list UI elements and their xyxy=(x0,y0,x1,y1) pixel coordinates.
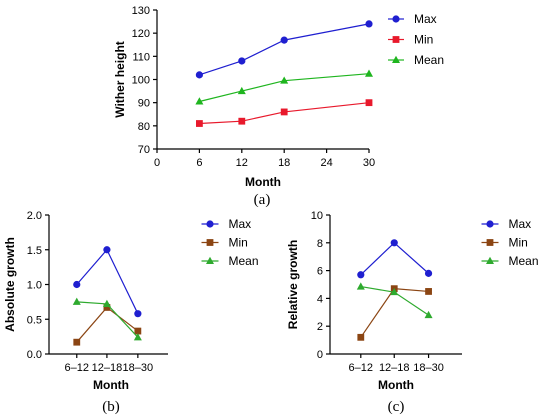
y-tick-label: 90 xyxy=(138,98,150,110)
y-tick-label: 6 xyxy=(317,266,323,278)
series-max-point xyxy=(365,20,373,28)
y-tick-label: 80 xyxy=(138,121,150,133)
y-axis-title: Relative growth xyxy=(286,240,300,329)
series-mean-point xyxy=(133,333,142,341)
y-tick-label: 1.5 xyxy=(27,245,42,257)
x-tick-label: 12 xyxy=(236,157,248,169)
x-tick-label: 18–30 xyxy=(413,362,444,374)
panel-a-caption: (a) xyxy=(254,192,271,208)
series-max-line xyxy=(199,23,370,76)
legend-mean-label: Mean xyxy=(229,254,259,268)
x-axis-title: Month xyxy=(378,378,414,392)
series-max-point xyxy=(280,36,288,44)
x-tick-label: 6 xyxy=(196,157,202,169)
series-mean-point xyxy=(365,69,373,77)
legend-min-label: Min xyxy=(509,236,528,250)
series-mean-point xyxy=(102,299,111,307)
series-max-line xyxy=(360,241,429,276)
series-max-point xyxy=(357,271,365,279)
y-tick-label: 120 xyxy=(132,28,150,40)
x-tick-label: 0 xyxy=(154,157,160,169)
x-axis-title: Month xyxy=(93,378,129,392)
legend-max-label: Max xyxy=(229,217,252,231)
legend-min-marker xyxy=(206,239,214,246)
legend-min-marker xyxy=(486,239,494,246)
legend-mean-marker xyxy=(486,256,494,264)
legend-max-marker xyxy=(486,220,494,228)
series-max-point xyxy=(195,71,203,79)
series-mean-point xyxy=(390,287,399,296)
x-tick-label: 18–30 xyxy=(123,362,154,374)
panel-c-chart: 0 2 4 6 8 10 6–12 12–18 18–30 Month Relative growt… xyxy=(286,210,539,392)
panel-a-chart: 70 80 90 100 110 120 130 0 6 12 18 24 30 Month Wither … xyxy=(113,5,444,189)
series-min-line xyxy=(360,288,429,338)
series-min-point xyxy=(280,108,288,116)
y-tick-label: 0.5 xyxy=(27,314,42,326)
y-tick-label: 110 xyxy=(132,51,150,63)
series-max-point xyxy=(134,310,142,318)
series-min-point xyxy=(425,288,432,295)
series-max-point xyxy=(238,57,246,65)
legend-min-label: Min xyxy=(414,33,433,47)
legend-max-label: Max xyxy=(414,12,437,26)
legend-mean-marker xyxy=(392,55,400,63)
series-mean-point xyxy=(237,86,246,95)
series-max-point xyxy=(103,246,111,254)
x-axis-title: Month xyxy=(245,175,281,189)
y-tick-label: 130 xyxy=(132,5,150,17)
series-mean-point xyxy=(72,297,81,305)
y-tick-label: 0.0 xyxy=(27,349,42,361)
series-min-point xyxy=(357,333,365,341)
legend-max-marker xyxy=(206,220,214,228)
x-tick-label: 6–12 xyxy=(65,362,89,374)
series-mean-point xyxy=(356,282,365,290)
series-max-point xyxy=(73,280,81,289)
y-tick-label: 0 xyxy=(317,349,323,361)
y-tick-label: 10 xyxy=(311,210,323,222)
x-tick-label: 12–18 xyxy=(92,362,123,374)
series-min-line xyxy=(199,102,370,125)
legend-mean-label: Mean xyxy=(509,254,539,268)
series-mean-point xyxy=(280,76,289,84)
y-tick-label: 2 xyxy=(317,321,323,333)
series-min-line xyxy=(76,306,139,343)
series-max-point xyxy=(390,239,398,247)
legend-min-marker xyxy=(392,36,400,43)
y-tick-label: 1.0 xyxy=(27,280,42,292)
x-tick-label: 18 xyxy=(278,157,290,169)
legend-mean-marker xyxy=(206,256,214,264)
x-tick-label: 6–12 xyxy=(349,362,373,374)
panel-b-chart: 0.0 0.5 1.0 1.5 2.0 6–12 12–18 18–30 Month Absolu… xyxy=(3,210,259,392)
series-min-point xyxy=(365,99,373,107)
y-tick-label: 100 xyxy=(132,75,150,87)
series-max-point xyxy=(424,269,433,277)
x-tick-label: 30 xyxy=(363,157,375,169)
y-tick-label: 8 xyxy=(317,238,323,250)
series-min-point xyxy=(73,338,81,346)
legend-min-label: Min xyxy=(229,236,248,250)
legend-max-label: Max xyxy=(509,217,532,231)
series-mean-point xyxy=(424,310,433,319)
legend-max-marker xyxy=(392,15,400,23)
series-mean-line xyxy=(199,73,370,103)
panel-c-caption: (c) xyxy=(388,399,405,415)
series-min-point xyxy=(103,304,111,311)
panel-b-caption: (b) xyxy=(102,399,120,415)
series-min-point xyxy=(196,120,203,127)
y-axis-title: Wither height xyxy=(113,41,127,118)
y-tick-label: 2.0 xyxy=(27,210,42,222)
series-min-point xyxy=(134,327,142,335)
y-tick-label: 4 xyxy=(317,293,323,305)
y-tick-label: 70 xyxy=(138,144,150,156)
series-min-point xyxy=(238,117,246,125)
x-tick-label: 24 xyxy=(320,157,332,169)
x-tick-label: 12–18 xyxy=(379,362,410,374)
series-mean-point xyxy=(195,97,204,105)
y-axis-title: Absolute growth xyxy=(3,237,17,332)
legend-mean-label: Mean xyxy=(414,53,444,67)
